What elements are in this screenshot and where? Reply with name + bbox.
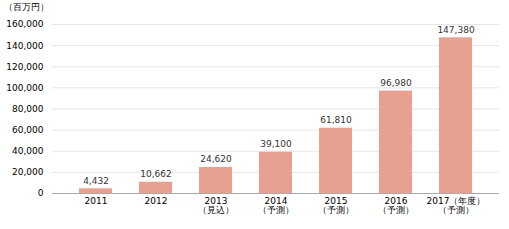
svg-text:2017（年度）（予測）: 2017（年度）（予測） (427, 196, 486, 215)
svg-text:24,620: 24,620 (200, 154, 232, 164)
svg-text:0: 0 (38, 188, 44, 198)
svg-text:147,380: 147,380 (437, 25, 474, 35)
svg-text:2011: 2011 (85, 196, 108, 206)
svg-text:2013（見込）: 2013（見込） (198, 196, 234, 215)
svg-text:80,000: 80,000 (12, 104, 44, 114)
svg-text:4,432: 4,432 (83, 176, 109, 186)
svg-text:96,980: 96,980 (380, 78, 412, 88)
svg-text:2012: 2012 (145, 196, 168, 206)
svg-text:39,100: 39,100 (260, 139, 292, 149)
svg-text:60,000: 60,000 (12, 125, 44, 135)
svg-text:20,000: 20,000 (12, 167, 44, 177)
svg-text:61,810: 61,810 (320, 115, 352, 125)
svg-text:2015（予測）: 2015（予測） (318, 196, 354, 215)
svg-text:120,000: 120,000 (6, 62, 43, 72)
svg-text:10,662: 10,662 (140, 169, 172, 179)
svg-text:2016（予測）: 2016（予測） (378, 196, 414, 215)
svg-text:140,000: 140,000 (6, 41, 43, 51)
svg-text:100,000: 100,000 (6, 83, 43, 93)
svg-text:（百万円）: （百万円） (4, 2, 49, 12)
svg-text:40,000: 40,000 (12, 146, 44, 156)
svg-text:2014（予測）: 2014（予測） (258, 196, 294, 215)
svg-text:160,000: 160,000 (6, 19, 43, 29)
